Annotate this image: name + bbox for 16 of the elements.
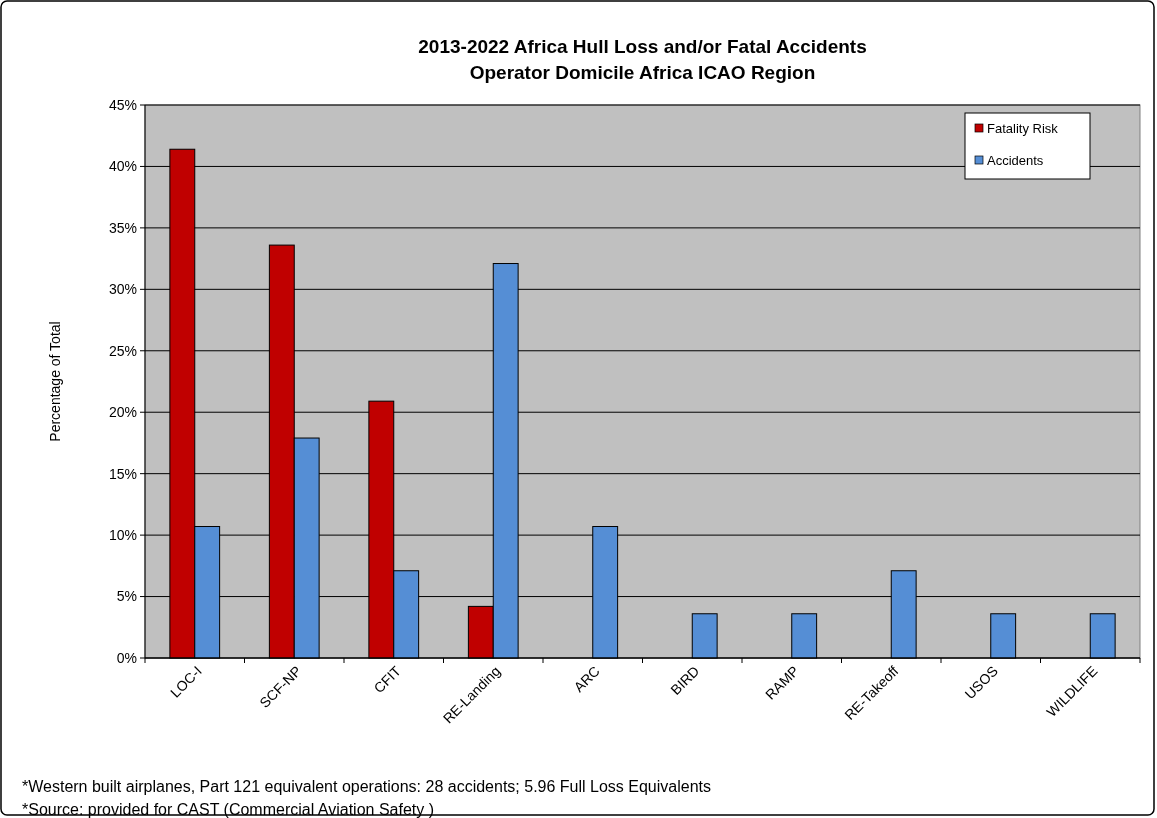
y-tick-label: 30% <box>108 281 137 298</box>
y-tick-label: 25% <box>108 342 137 359</box>
y-tick-label: 15% <box>108 465 137 482</box>
y-tick-label: 40% <box>108 158 137 175</box>
legend-label: Fatality Risk <box>987 120 1059 136</box>
y-tick-label: 35% <box>108 219 137 236</box>
y-axis-title: Percentage of Total <box>47 321 63 442</box>
y-tick-label: 45% <box>108 96 137 113</box>
y-tick-label: 5% <box>116 588 137 605</box>
chart-title: 2013-2022 Africa Hull Loss and/or Fatal Accidents Operator Domicile Africa ICAO Region <box>418 36 867 83</box>
y-tick-label: 0% <box>116 649 137 666</box>
legend-label: Accidents <box>987 152 1044 168</box>
y-tick-label: 20% <box>108 404 137 421</box>
text: *Western built airplanes, Part 121 equivalent operations: 28 accidents; 5.96 Full Loss Equivalents <box>22 778 711 795</box>
text: *Source: provided for CAST (Commercial Aviation Safety ) <box>22 801 435 818</box>
y-tick-label: 10% <box>108 527 137 544</box>
